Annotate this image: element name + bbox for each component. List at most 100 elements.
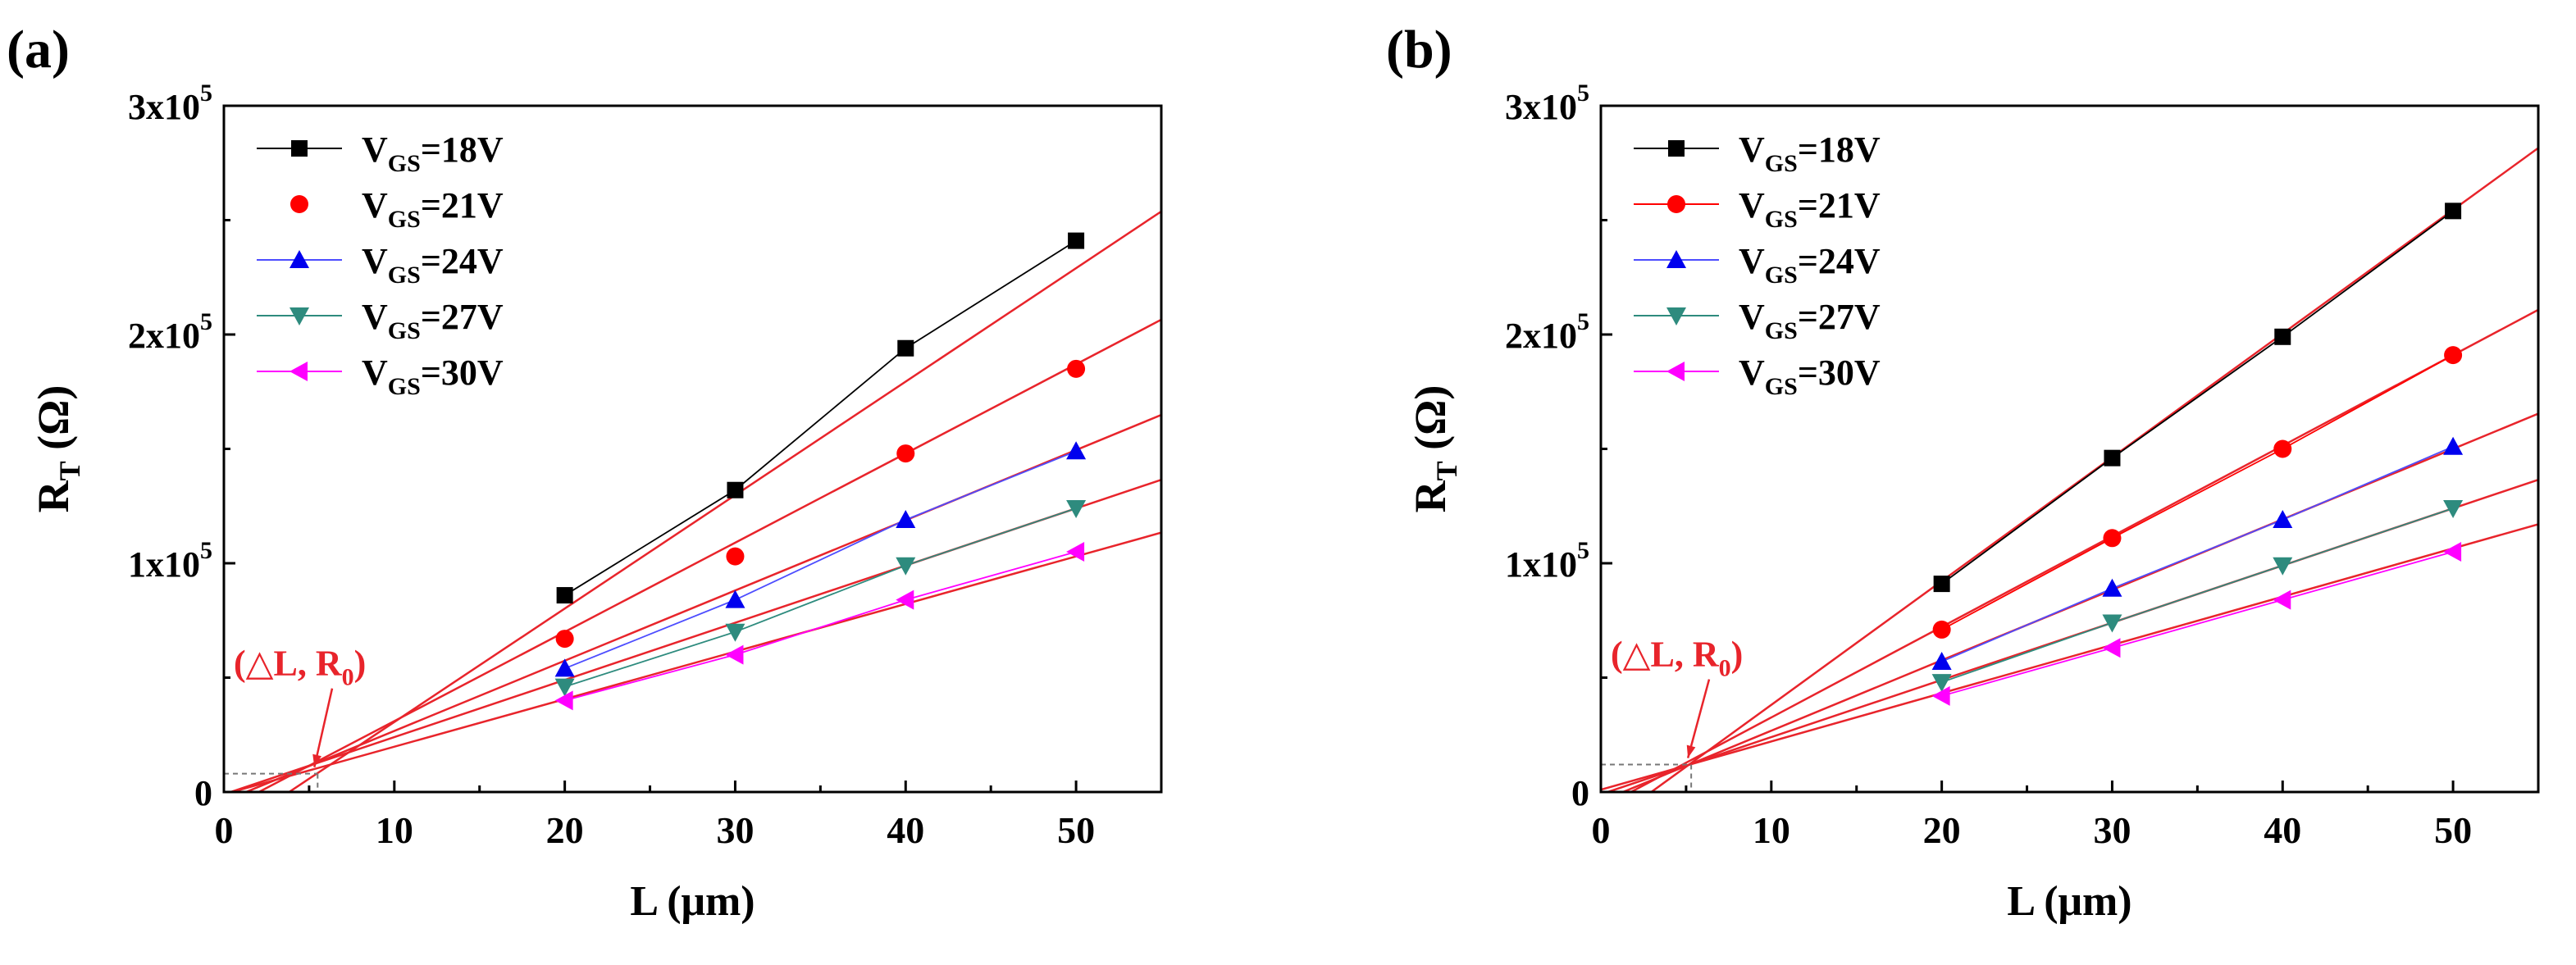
data-point xyxy=(727,481,744,498)
data-line-5 xyxy=(564,551,1077,702)
series-4-points xyxy=(554,500,1087,697)
x-axis-label: L (μm) xyxy=(630,878,755,925)
x-tick-label: 0 xyxy=(1592,809,1611,851)
data-line-4 xyxy=(1941,508,2454,683)
series-4-points xyxy=(1931,500,2464,693)
legend-marker xyxy=(1666,250,1686,268)
data-point xyxy=(896,444,915,463)
data-point xyxy=(725,644,744,665)
annotation-arrowhead xyxy=(312,753,321,767)
fit-line-2 xyxy=(1629,308,2538,792)
y-tick-label: 3x105 xyxy=(1505,80,1589,127)
y-tick-label: 0 xyxy=(1571,773,1589,813)
data-point xyxy=(726,547,745,566)
annotation-label: (△L, R0) xyxy=(234,644,366,691)
series-3-points xyxy=(554,441,1087,677)
y-tick-label: 1x105 xyxy=(128,537,212,585)
data-line-3 xyxy=(1941,445,2454,662)
series-1-points xyxy=(556,232,1085,604)
data-point xyxy=(2104,449,2121,467)
chart-panel-a: (a) 0 10 20 30 40 50 0 1x105 2x105 3x105 L (μm) RT (… xyxy=(7,20,1163,925)
annotation-arrow xyxy=(313,688,334,767)
fit-line-5 xyxy=(1601,523,2538,791)
y-tick-label: 0 xyxy=(194,773,212,813)
y-tick-label: 2x105 xyxy=(128,308,212,356)
legend-entry: VGS=18V xyxy=(362,130,504,177)
data-point xyxy=(2273,509,2293,528)
legend-entry: VGS=21V xyxy=(1739,185,1881,233)
data-point xyxy=(556,587,573,604)
data-point xyxy=(554,678,575,697)
data-point xyxy=(896,557,916,576)
y-tick-label: 3x105 xyxy=(128,80,212,127)
data-line-3 xyxy=(564,450,1077,670)
legend-marker xyxy=(1666,307,1686,325)
y-axis-label: RT (Ω) xyxy=(1406,385,1463,513)
data-point xyxy=(2273,439,2292,458)
legend-marker xyxy=(291,140,308,157)
data-point xyxy=(2444,346,2463,365)
x-tick-label: 20 xyxy=(1923,809,1961,851)
legend-entry: VGS=30V xyxy=(1739,353,1881,400)
legend-entry: VGS=27V xyxy=(1739,297,1881,344)
legend-marker xyxy=(290,250,309,268)
fit-line-5 xyxy=(228,531,1161,792)
data-point xyxy=(2102,638,2121,658)
data-point xyxy=(1067,359,1086,378)
data-point xyxy=(1931,651,1952,670)
panel-label: (a) xyxy=(7,20,70,80)
legend-marker xyxy=(1667,195,1685,213)
series-3-points xyxy=(1931,436,2464,670)
x-tick-label: 50 xyxy=(1057,809,1095,851)
data-point xyxy=(2445,203,2462,220)
fit-line-1 xyxy=(287,210,1161,792)
x-tick-label: 40 xyxy=(2264,809,2301,851)
legend-marker xyxy=(1666,362,1685,381)
data-point xyxy=(2273,589,2291,610)
data-point xyxy=(2443,500,2464,519)
y-tick-label: 2x105 xyxy=(1505,308,1589,356)
data-point xyxy=(554,690,573,711)
legend-entry: VGS=21V xyxy=(362,185,504,233)
data-point xyxy=(554,658,575,677)
x-tick-label: 30 xyxy=(2093,809,2131,851)
data-line-5 xyxy=(1941,551,2454,697)
series-5-points xyxy=(1931,542,2462,706)
series-5-points xyxy=(554,542,1085,711)
data-point xyxy=(1066,500,1087,519)
legend-marker xyxy=(1668,140,1685,157)
legend-entry: VGS=24V xyxy=(362,241,504,289)
data-point xyxy=(897,339,914,357)
legend: VGS=18V VGS=21V VGS=24V VGS=27V VGS=30V xyxy=(257,130,504,400)
annotation-label: (△L, R0) xyxy=(1611,635,1743,682)
legend: VGS=18V VGS=21V VGS=24V VGS=27V VGS=30V xyxy=(1634,130,1881,400)
legend-entry: VGS=30V xyxy=(362,353,504,400)
x-tick-label: 0 xyxy=(215,809,234,851)
x-tick-label: 20 xyxy=(546,809,584,851)
data-point xyxy=(1068,232,1085,249)
annotation-arrowhead xyxy=(1686,744,1696,758)
data-point xyxy=(1066,441,1087,460)
x-tick-label: 30 xyxy=(716,809,754,851)
chart-panel-b: (b) 0 10 20 30 40 50 0 1x105 2x105 3x105 L (μm) RT (… xyxy=(1386,20,2540,925)
data-point xyxy=(725,623,745,642)
data-point xyxy=(2443,436,2464,455)
fit-line-2 xyxy=(256,318,1161,792)
data-point xyxy=(1932,620,1951,639)
data-line-1 xyxy=(1941,210,2454,585)
data-point xyxy=(725,589,745,608)
data-point xyxy=(1066,542,1085,562)
x-tick-label: 10 xyxy=(376,809,413,851)
legend-marker xyxy=(290,362,308,381)
legend-entry: VGS=18V xyxy=(1739,130,1881,177)
data-point xyxy=(555,630,574,649)
data-point xyxy=(1933,576,1950,593)
legend-entry: VGS=27V xyxy=(362,297,504,344)
data-line-4 xyxy=(564,508,1077,688)
x-tick-label: 10 xyxy=(1753,809,1790,851)
data-point xyxy=(2102,578,2122,597)
data-point xyxy=(896,509,916,528)
x-tick-label: 40 xyxy=(887,809,924,851)
series-1-points xyxy=(1933,203,2462,593)
